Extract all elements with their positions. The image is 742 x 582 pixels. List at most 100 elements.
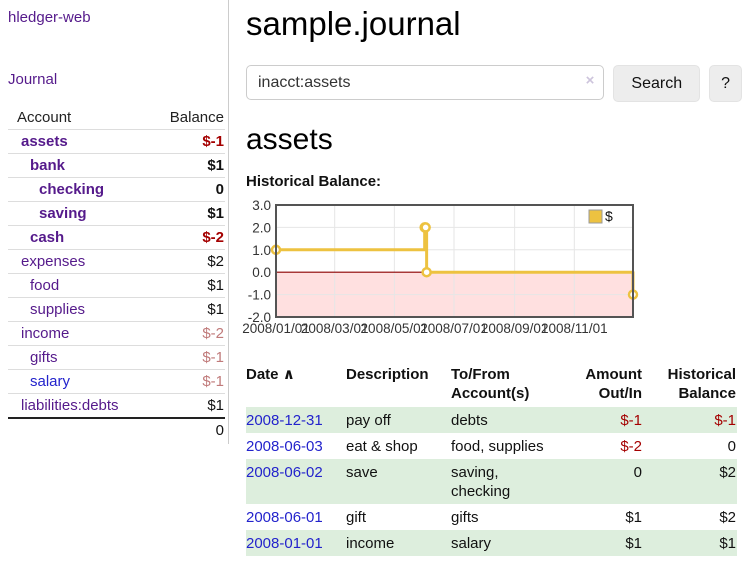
table-row: 2008-01-01 income salary $1 $1 bbox=[246, 530, 737, 556]
account-row: supplies $1 bbox=[8, 297, 225, 322]
sidebar-account-link[interactable]: supplies bbox=[30, 301, 86, 318]
accounts-cell: debts bbox=[451, 412, 488, 429]
clear-search-icon[interactable]: × bbox=[585, 72, 595, 89]
x-tick-label: 2008/01/01 bbox=[242, 321, 310, 336]
account-row: food $1 bbox=[8, 273, 225, 298]
balance-cell: $2 bbox=[719, 464, 736, 481]
brand: hledger-web bbox=[8, 9, 228, 26]
search-input[interactable] bbox=[246, 65, 605, 100]
accounts-cell: food, supplies bbox=[451, 438, 544, 455]
y-tick-label: 0.0 bbox=[252, 265, 271, 280]
accounts-total-spacer bbox=[8, 417, 153, 442]
column-header-date[interactable]: Date ∧ bbox=[246, 366, 295, 383]
sidebar-account-link[interactable]: assets bbox=[21, 133, 68, 150]
account-balance: $1 bbox=[152, 201, 225, 226]
date-link[interactable]: 2008-01-01 bbox=[246, 535, 323, 552]
accounts-cell: gifts bbox=[451, 509, 479, 526]
amount-cell: $-2 bbox=[620, 438, 642, 455]
main-content: sample.journal × Search ? assets Histori… bbox=[242, 0, 742, 556]
date-link[interactable]: 2008-06-03 bbox=[246, 438, 323, 455]
y-tick-label: 1.0 bbox=[252, 243, 271, 258]
x-tick-label: 2008/07/01 bbox=[420, 321, 488, 336]
x-tick-label: 2008/11/01 bbox=[541, 321, 608, 336]
sidebar-account-link[interactable]: cash bbox=[30, 229, 65, 246]
page-title: sample.journal bbox=[246, 5, 461, 42]
description-cell: pay off bbox=[346, 412, 391, 429]
sidebar-account-link[interactable]: salary bbox=[30, 373, 71, 390]
help-button[interactable]: ? bbox=[709, 65, 742, 102]
balance-cell: 0 bbox=[727, 438, 736, 455]
x-tick-label: 2008/03/01 bbox=[301, 321, 369, 336]
x-tick-label: 2008/05/01 bbox=[361, 321, 429, 336]
brand-link[interactable]: hledger-web bbox=[8, 9, 91, 26]
y-tick-label: 2.0 bbox=[252, 220, 271, 235]
sidebar-account-link[interactable]: saving bbox=[39, 205, 87, 222]
legend-label: $ bbox=[605, 208, 613, 224]
sidebar-account-link[interactable]: food bbox=[30, 277, 60, 294]
plot-border bbox=[275, 204, 634, 318]
sidebar-account-link[interactable]: income bbox=[21, 325, 70, 342]
balance-column-header: Balance bbox=[169, 109, 224, 126]
search-box: × bbox=[246, 65, 605, 102]
table-row: 2008-06-03 eat & shop food, supplies $-2 0 bbox=[246, 433, 737, 459]
account-balance: $-2 bbox=[152, 321, 225, 346]
table-row: 2008-12-31 pay off debts $-1 $-1 bbox=[246, 407, 737, 433]
account-balance: $1 bbox=[152, 393, 225, 418]
data-point bbox=[420, 222, 431, 233]
account-column-header: Account bbox=[17, 109, 72, 126]
register-header-row: Date ∧ Description To/From Account(s) Am… bbox=[246, 363, 737, 407]
accounts-table: Account Balance assets $-1 bank $1 checking 0… bbox=[8, 107, 225, 442]
account-row: cash $-2 bbox=[8, 225, 225, 250]
x-tick-label: 2008/09/01 bbox=[481, 321, 549, 336]
historical-balance-chart[interactable]: 3.0 2.0 1.0 0.0 -1.0 -2.0 2008/01/01 2008/03/01… bbox=[242, 198, 742, 339]
sidebar-account-link[interactable]: checking bbox=[39, 181, 105, 198]
amount-cell: $-1 bbox=[620, 412, 642, 429]
date-link[interactable]: 2008-12-31 bbox=[246, 412, 323, 429]
table-row: 2008-06-01 gift gifts $1 $2 bbox=[246, 504, 737, 530]
account-balance: $-1 bbox=[152, 129, 225, 154]
sidebar-account-link[interactable]: expenses bbox=[21, 253, 86, 270]
description-cell: income bbox=[346, 535, 395, 552]
balance-cell: $1 bbox=[719, 535, 736, 552]
sidebar-item-journal[interactable]: Journal bbox=[8, 71, 58, 88]
account-row: expenses $2 bbox=[8, 249, 225, 274]
sidebar: hledger-web Journal Account Balance asse… bbox=[0, 0, 229, 444]
amount-cell: 0 bbox=[633, 464, 642, 481]
description-cell: save bbox=[346, 464, 378, 481]
date-link[interactable]: 2008-06-01 bbox=[246, 509, 323, 526]
legend-swatch bbox=[588, 209, 603, 224]
y-tick-label: -2.0 bbox=[248, 310, 271, 325]
account-balance: 0 bbox=[152, 177, 225, 202]
column-header-amount: Amount Out/In bbox=[585, 366, 642, 402]
sidebar-account-link[interactable]: liabilities:debts bbox=[21, 397, 119, 414]
balance-cell: $2 bbox=[719, 509, 736, 526]
accounts-cell: salary bbox=[451, 535, 492, 552]
sidebar-nav: Journal bbox=[8, 71, 228, 88]
sidebar-account-link[interactable]: gifts bbox=[30, 349, 58, 366]
account-balance: $1 bbox=[152, 153, 225, 178]
sidebar-account-link[interactable]: bank bbox=[30, 157, 66, 174]
accounts-cell: saving, checking bbox=[451, 464, 511, 500]
description-cell: eat & shop bbox=[346, 438, 418, 455]
account-row: bank $1 bbox=[8, 153, 225, 178]
amount-cell: $1 bbox=[625, 509, 642, 526]
y-tick-label: 3.0 bbox=[252, 198, 271, 213]
account-row: gifts $-1 bbox=[8, 345, 225, 370]
search-button[interactable]: Search bbox=[613, 65, 701, 102]
column-header-account: To/From Account(s) bbox=[451, 366, 530, 402]
date-link[interactable]: 2008-06-02 bbox=[246, 464, 323, 481]
account-balance: $1 bbox=[152, 273, 225, 298]
data-point bbox=[421, 266, 432, 278]
chart-title: Historical Balance: bbox=[246, 173, 382, 190]
account-balance: $2 bbox=[152, 249, 225, 274]
accounts-total-row: 0 bbox=[8, 417, 225, 442]
account-row: salary $-1 bbox=[8, 369, 225, 394]
search-bar: × Search ? bbox=[246, 65, 742, 102]
account-row: saving $1 bbox=[8, 201, 225, 226]
amount-cell: $1 bbox=[625, 535, 642, 552]
account-row: income $-2 bbox=[8, 321, 225, 346]
description-cell: gift bbox=[346, 509, 367, 526]
account-row: liabilities:debts $1 bbox=[8, 393, 225, 418]
table-row: 2008-06-02 save saving, checking 0 $2 bbox=[246, 459, 737, 504]
accounts-total: 0 bbox=[152, 417, 225, 442]
